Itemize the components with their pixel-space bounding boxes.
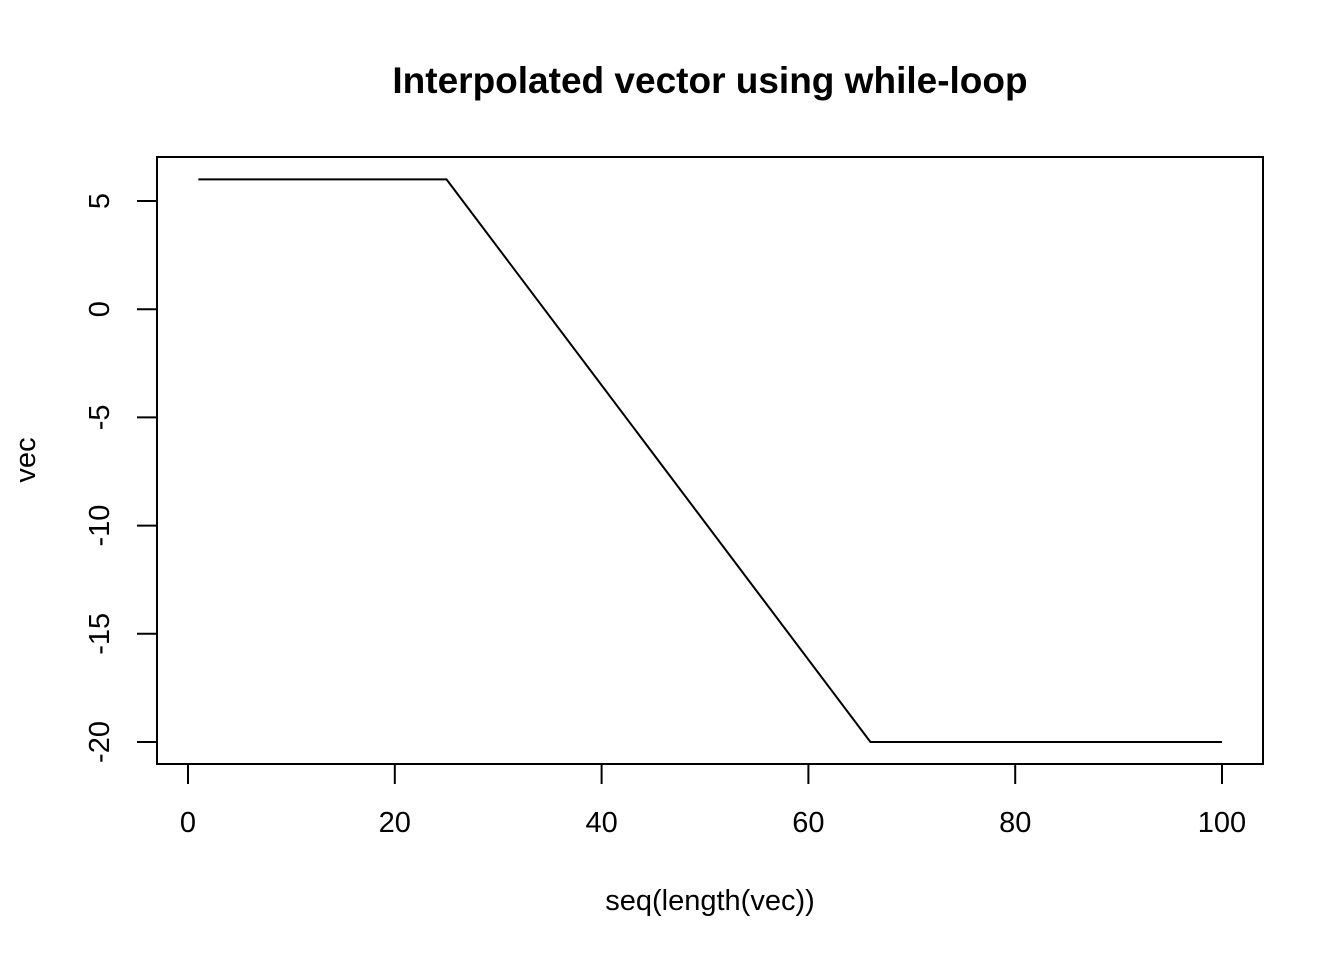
series-line bbox=[198, 178, 1222, 743]
x-tick-label: 40 bbox=[585, 807, 617, 839]
y-axis: -20 -15 -10 -5 0 5 bbox=[84, 193, 158, 763]
plot-frame bbox=[156, 156, 1264, 765]
x-tick-label: 20 bbox=[379, 807, 411, 839]
series-group bbox=[198, 178, 1222, 743]
x-tick-label: 100 bbox=[1198, 807, 1246, 839]
x-tick-label: 0 bbox=[180, 807, 196, 839]
y-tick-label: -15 bbox=[84, 613, 116, 655]
x-tick-label: 60 bbox=[792, 807, 824, 839]
x-axis-label: seq(length(vec)) bbox=[605, 885, 815, 917]
y-tick-label: -10 bbox=[84, 505, 116, 547]
x-tick-label: 80 bbox=[999, 807, 1031, 839]
y-tick-label: 0 bbox=[84, 301, 116, 317]
y-axis-label: vec bbox=[10, 437, 42, 482]
y-tick-label: -20 bbox=[84, 721, 116, 763]
chart-title: Interpolated vector using while-loop bbox=[392, 60, 1027, 101]
y-tick-label: 5 bbox=[84, 193, 116, 209]
x-axis: 0 20 40 60 80 100 bbox=[180, 763, 1246, 839]
y-tick-label: -5 bbox=[84, 405, 116, 431]
